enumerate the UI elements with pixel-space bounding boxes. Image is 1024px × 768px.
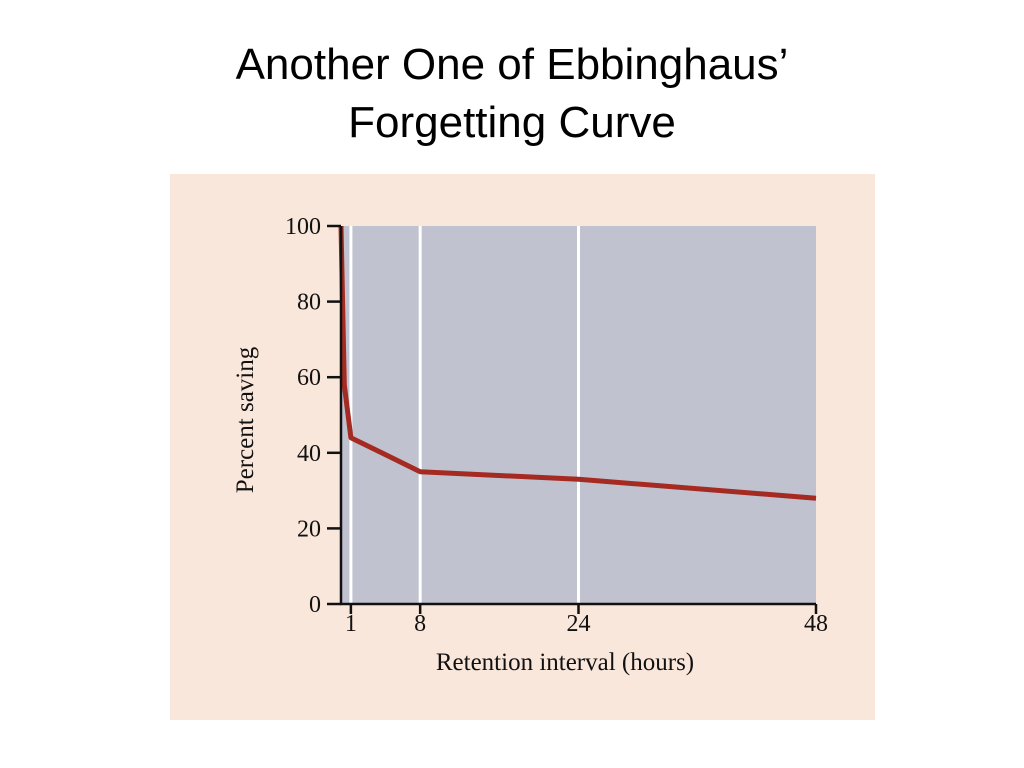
x-tick-label-1: 1 — [345, 611, 357, 637]
chart-panel: 0 20 40 60 80 100 1 8 24 48 Retention interval (… — [170, 174, 875, 720]
forgetting-curve-chart: 0 20 40 60 80 100 1 8 24 48 Retention interval (… — [170, 174, 875, 720]
y-axis-ticks: 0 20 40 60 80 100 — [285, 214, 341, 618]
slide-title: Another One of Ebbinghaus’ Forgetting Cu… — [0, 36, 1024, 152]
forgetting-curve-line — [338, 225, 817, 501]
y-tick-label-40: 40 — [297, 441, 321, 467]
y-axis-title: Percent saving — [232, 346, 259, 493]
x-axis-ticks: 1 8 24 48 — [345, 604, 828, 637]
y-tick-label-80: 80 — [297, 290, 321, 316]
gridlines — [349, 226, 580, 604]
x-tick-label-48: 48 — [804, 611, 828, 637]
x-axis-title: Retention interval (hours) — [436, 649, 694, 676]
y-tick-label-100: 100 — [285, 214, 321, 240]
x-tick-label-24: 24 — [567, 611, 591, 637]
slide-title-line-1: Another One of Ebbinghaus’ — [235, 40, 789, 89]
x-tick-label-8: 8 — [414, 611, 426, 637]
slide-title-line-2: Forgetting Curve — [348, 98, 676, 147]
y-tick-label-20: 20 — [297, 516, 321, 542]
y-tick-label-0: 0 — [309, 592, 321, 618]
y-tick-label-60: 60 — [297, 365, 321, 391]
